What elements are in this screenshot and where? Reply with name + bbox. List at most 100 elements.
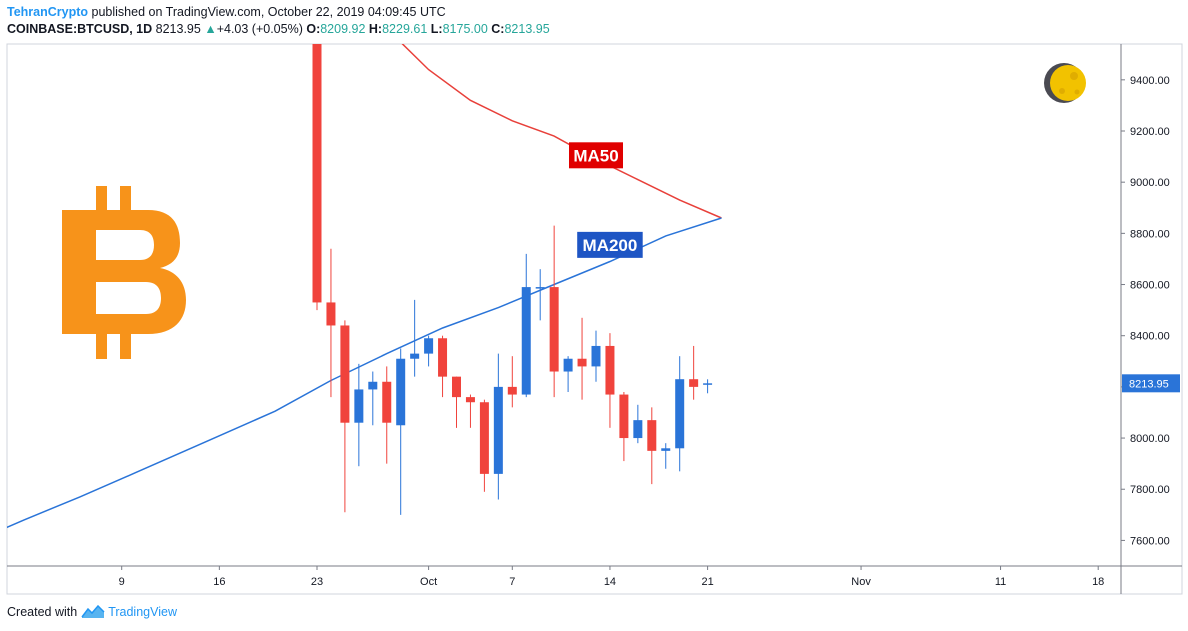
close-label: C: [491,22,505,36]
low-value: 8175.00 [442,22,488,36]
candle-body [563,358,573,372]
candle-body [326,302,336,326]
tradingview-logo[interactable] [81,605,105,619]
candle [577,317,587,400]
candle-body [424,338,434,354]
candle [661,443,671,469]
ma-label-text: MA200 [583,236,638,255]
moon-icon [1044,63,1086,103]
tradingview-link[interactable]: TradingView [108,605,177,619]
candle-body [661,448,671,451]
ma-label-box [577,231,643,258]
high-value: 8229.61 [382,22,428,36]
open-value: 8209.92 [320,22,366,36]
candle [535,269,545,321]
candle [563,356,573,392]
low-label: L: [430,22,443,36]
candle-body [647,420,657,451]
y-tick-label: 9400.00 [1130,75,1170,87]
candle-body [521,287,531,395]
x-tick-label: 11 [995,576,1006,588]
time-axis: 9 16 23 Oct 7 14 21 Nov 11 18 [119,566,1104,588]
author-link[interactable]: TehranCrypto [7,5,89,19]
open-label: O: [306,22,321,36]
candle-body [396,358,406,426]
candle-body [354,389,364,423]
candle [507,356,517,408]
candle [354,363,364,467]
candle-body [535,287,545,289]
ma-label-box [569,142,623,169]
y-tick-label: 8400.00 [1130,331,1170,343]
candle [549,225,559,398]
candle [619,392,629,462]
ma-label-text: MA50 [573,146,618,165]
candle [326,248,336,398]
candle-body [312,44,322,303]
candle-body [465,397,475,403]
candle-body [410,353,420,359]
candle [591,330,601,382]
candle [438,335,448,398]
y-tick-label: 9000.00 [1130,177,1170,189]
candle [647,407,657,485]
moving-averages [7,44,722,529]
y-tick-label: 8000.00 [1130,433,1170,445]
candle [493,353,503,500]
candle [382,366,392,464]
symbol-label: COINBASE:BTCUSD, 1D [7,22,153,36]
publish-text: published on TradingView.com, October 22… [91,5,446,19]
ma200-label: MA200 [577,231,643,258]
candle [340,320,350,513]
candle [521,253,531,398]
candle [410,299,420,377]
price-change: +4.03 (+0.05%) [216,22,303,36]
x-tick-label: 14 [604,576,616,588]
y-tick-label: 8600.00 [1130,280,1170,292]
candle-body [438,338,448,377]
x-tick-label: 7 [509,576,515,588]
last-price: 8213.95 [155,22,201,36]
x-tick-label: Nov [851,576,871,588]
ma50-line [401,44,722,219]
chart-frame [6,43,1183,595]
candle-body [382,381,392,423]
high-label: H: [368,22,383,36]
candle-body [549,287,559,372]
candle [633,404,643,444]
candle [689,345,699,400]
ma50-label: MA50 [569,142,623,169]
y-tick-label: 7600.00 [1130,535,1170,547]
candle-body [507,386,517,395]
ma-labels: MA50 MA200 [569,142,643,258]
candle-body [368,381,378,390]
price-label-box [1122,374,1180,393]
candle [479,399,489,492]
footer: Created with TradingView [7,605,177,619]
candle-body [493,386,503,474]
y-tick-label: 8800.00 [1130,228,1170,240]
y-tick-label: 9200.00 [1130,126,1170,138]
candle [703,379,713,394]
candle-body [619,394,629,439]
candle [605,333,615,428]
y-tick-label: 7800.00 [1130,484,1170,496]
x-tick-label: 16 [213,576,225,588]
candle-body [452,376,461,398]
candle [396,348,406,515]
price-label-text: 8213.95 [1129,378,1169,390]
candle [465,394,475,428]
candle [452,376,461,428]
candle-body [675,379,685,449]
current-price-label: 8213.95 [1122,374,1180,393]
candle-body [479,402,489,474]
close-value: 8213.95 [504,22,550,36]
candle-body [633,420,643,439]
candle [368,371,378,426]
candle-body [340,325,350,423]
candle [312,44,322,311]
candles [312,44,713,515]
candle-body [577,358,587,367]
x-tick-label: Oct [420,576,437,588]
